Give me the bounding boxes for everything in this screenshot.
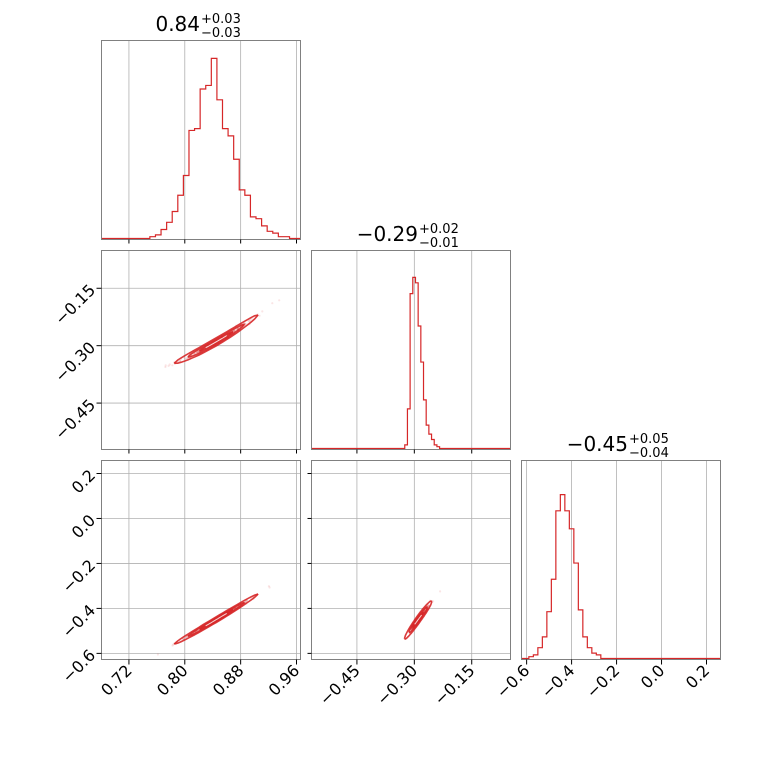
panel-frame bbox=[101, 250, 301, 450]
title-param-1: −0.29 +0.02 −0.01 bbox=[357, 222, 459, 251]
x-tick-label: −0.30 bbox=[373, 661, 421, 709]
y-tick-label: −0.4 bbox=[58, 601, 99, 642]
sample-point bbox=[171, 364, 174, 367]
contour-line bbox=[173, 314, 259, 364]
contour-line bbox=[198, 331, 234, 352]
contour-line bbox=[199, 331, 234, 352]
y-tick-label: −0.30 bbox=[51, 338, 99, 386]
scatter-0-1 bbox=[164, 299, 281, 369]
contour-line bbox=[408, 606, 428, 633]
sample-point bbox=[164, 365, 167, 369]
x-tick-label: 0.72 bbox=[97, 661, 136, 700]
histogram-1 bbox=[311, 276, 510, 450]
density-core bbox=[414, 614, 423, 625]
y-tick-label: −0.2 bbox=[58, 556, 99, 597]
contour-line bbox=[408, 607, 429, 634]
contour-line bbox=[174, 593, 259, 645]
scatter-0-2 bbox=[156, 585, 271, 656]
histogram-0 bbox=[101, 57, 300, 240]
x-tick-label: 0.80 bbox=[153, 661, 192, 700]
contour-line bbox=[198, 608, 234, 631]
sample-point bbox=[195, 351, 199, 354]
contour-line bbox=[404, 601, 433, 640]
title-1-upper: +0.02 bbox=[419, 222, 459, 237]
y-tick-label: −0.45 bbox=[51, 395, 99, 443]
density-core bbox=[205, 612, 227, 627]
title-0-upper: +0.03 bbox=[201, 12, 241, 27]
scatter-1-2 bbox=[403, 590, 442, 640]
sample-point bbox=[172, 643, 175, 646]
panel-frame bbox=[101, 460, 301, 660]
sample-point bbox=[185, 357, 188, 360]
contour-line bbox=[174, 314, 259, 364]
sample-point bbox=[271, 302, 274, 305]
title-param-0: 0.84 +0.03 −0.03 bbox=[155, 12, 240, 41]
ticks-layer: 0.72 0.80 0.88 0.96 −0.45 −0.30 −0.15 −0.6 −0.4−… bbox=[51, 239, 713, 709]
title-0-median: 0.84 bbox=[155, 12, 200, 36]
panel-frame bbox=[521, 460, 721, 660]
sample-point bbox=[164, 364, 167, 367]
sample-point bbox=[233, 329, 236, 332]
title-2-median: −0.45 bbox=[567, 432, 628, 456]
sample-point bbox=[168, 363, 171, 366]
y-tick-label: 0.0 bbox=[68, 511, 99, 542]
x-tick-label: −0.15 bbox=[430, 661, 478, 709]
sample-point bbox=[267, 585, 270, 588]
y-tick-label: −0.15 bbox=[51, 280, 99, 328]
title-param-2: −0.45 +0.05 −0.04 bbox=[567, 432, 669, 461]
sample-point bbox=[258, 314, 261, 317]
density-core bbox=[205, 335, 227, 349]
sample-point bbox=[244, 322, 247, 326]
sample-point bbox=[179, 359, 182, 363]
sample-point bbox=[261, 310, 264, 313]
contour-line bbox=[173, 593, 259, 645]
title-2-upper: +0.05 bbox=[629, 432, 669, 447]
sample-point bbox=[268, 586, 271, 589]
y-tick-label: −0.6 bbox=[58, 646, 99, 687]
title-0-lower: −0.03 bbox=[201, 26, 241, 41]
sample-point bbox=[249, 318, 252, 322]
sample-point bbox=[232, 330, 235, 333]
x-tick-label: −0.2 bbox=[582, 661, 623, 702]
sample-point bbox=[185, 635, 188, 638]
contour-line bbox=[199, 608, 234, 631]
x-tick-label: 0.96 bbox=[265, 661, 304, 700]
contour-line bbox=[411, 611, 424, 628]
frames-layer bbox=[101, 40, 721, 660]
contour-line bbox=[187, 323, 246, 358]
contour-line bbox=[187, 323, 245, 358]
title-2-lower: −0.04 bbox=[629, 446, 669, 461]
sample-point bbox=[439, 590, 442, 593]
contour-line bbox=[412, 611, 425, 628]
sample-point bbox=[156, 653, 159, 656]
sample-point bbox=[247, 320, 250, 323]
panel-frame bbox=[101, 40, 301, 240]
contour-line bbox=[403, 600, 433, 639]
title-1-lower: −0.01 bbox=[419, 236, 459, 251]
panel-frame bbox=[311, 460, 511, 660]
sample-point bbox=[171, 644, 174, 647]
x-tick-label: 0.0 bbox=[637, 661, 668, 692]
histogram-2 bbox=[521, 494, 720, 660]
x-tick-label: −0.6 bbox=[493, 661, 534, 702]
sample-point bbox=[179, 359, 182, 362]
sample-point bbox=[244, 600, 247, 603]
x-tick-label: 0.2 bbox=[682, 661, 713, 692]
title-1-median: −0.29 bbox=[357, 222, 418, 246]
panel-frame bbox=[311, 250, 511, 450]
x-tick-label: −0.45 bbox=[316, 661, 364, 709]
sample-point bbox=[244, 601, 247, 604]
y-tick-label: 0.2 bbox=[68, 466, 99, 497]
x-tick-label: −0.4 bbox=[538, 661, 579, 702]
sample-point bbox=[167, 364, 170, 367]
marks-layer bbox=[101, 57, 720, 660]
sample-point bbox=[278, 299, 281, 302]
grid-layer bbox=[101, 40, 707, 659]
sample-point bbox=[184, 636, 187, 639]
sample-point bbox=[197, 350, 200, 353]
x-tick-label: 0.88 bbox=[209, 661, 248, 700]
